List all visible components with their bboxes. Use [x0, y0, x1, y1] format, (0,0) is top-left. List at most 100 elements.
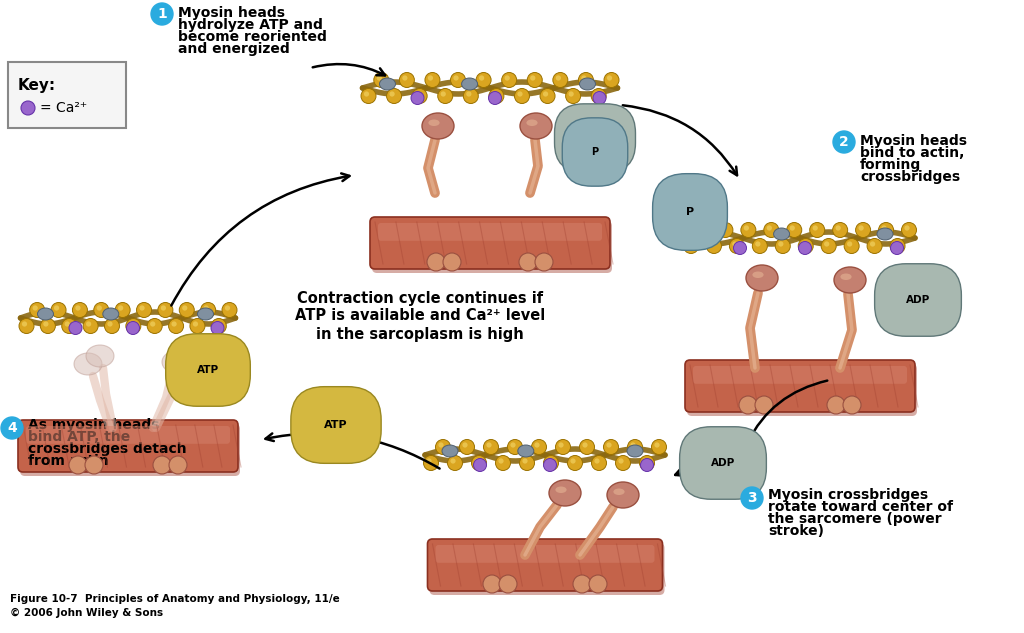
- Text: Contraction cycle continues if: Contraction cycle continues if: [297, 291, 543, 306]
- Circle shape: [607, 75, 612, 80]
- Text: crossbridges: crossbridges: [860, 170, 961, 184]
- Circle shape: [61, 318, 77, 334]
- Circle shape: [594, 91, 599, 97]
- Circle shape: [683, 239, 698, 253]
- Ellipse shape: [841, 273, 852, 280]
- Circle shape: [844, 239, 859, 253]
- FancyBboxPatch shape: [687, 364, 918, 416]
- Circle shape: [488, 89, 504, 104]
- Circle shape: [721, 225, 726, 230]
- Circle shape: [517, 91, 522, 97]
- Circle shape: [411, 92, 424, 104]
- Circle shape: [519, 456, 535, 470]
- Circle shape: [179, 303, 195, 318]
- Text: stroke): stroke): [768, 524, 824, 538]
- Circle shape: [415, 91, 420, 97]
- Circle shape: [810, 223, 824, 237]
- Circle shape: [189, 318, 205, 334]
- Circle shape: [118, 305, 123, 311]
- Circle shape: [591, 89, 606, 104]
- Circle shape: [573, 575, 591, 593]
- Circle shape: [890, 239, 905, 253]
- Circle shape: [741, 487, 763, 509]
- Circle shape: [535, 442, 540, 448]
- Circle shape: [582, 75, 587, 80]
- Circle shape: [882, 225, 887, 230]
- Text: forming: forming: [860, 158, 922, 172]
- Circle shape: [510, 442, 516, 448]
- Circle shape: [640, 456, 654, 470]
- Circle shape: [544, 456, 558, 470]
- Circle shape: [161, 305, 166, 311]
- Circle shape: [592, 456, 606, 470]
- Circle shape: [69, 456, 87, 474]
- Circle shape: [565, 89, 581, 104]
- Circle shape: [604, 73, 618, 87]
- Circle shape: [697, 225, 703, 230]
- Circle shape: [479, 75, 484, 80]
- Circle shape: [522, 458, 527, 463]
- Circle shape: [553, 73, 568, 87]
- FancyBboxPatch shape: [18, 420, 238, 472]
- Ellipse shape: [442, 445, 458, 457]
- Text: ATP: ATP: [325, 420, 348, 430]
- Circle shape: [499, 458, 504, 463]
- Text: ATP is available and Ca²⁺ level: ATP is available and Ca²⁺ level: [295, 308, 545, 323]
- Circle shape: [94, 303, 109, 318]
- Circle shape: [492, 91, 497, 97]
- Circle shape: [594, 458, 600, 463]
- Circle shape: [556, 75, 561, 80]
- Circle shape: [389, 91, 394, 97]
- Ellipse shape: [580, 78, 596, 90]
- Circle shape: [651, 439, 667, 454]
- Circle shape: [579, 73, 594, 87]
- Circle shape: [567, 456, 583, 470]
- Circle shape: [710, 241, 715, 247]
- Text: ADP: ADP: [584, 133, 606, 143]
- Circle shape: [606, 442, 611, 448]
- Circle shape: [821, 239, 837, 253]
- Circle shape: [40, 318, 55, 334]
- Ellipse shape: [518, 445, 534, 457]
- Circle shape: [473, 458, 486, 472]
- Circle shape: [686, 241, 691, 247]
- Ellipse shape: [613, 489, 625, 495]
- Circle shape: [508, 439, 522, 454]
- Circle shape: [438, 442, 443, 448]
- Circle shape: [893, 241, 898, 247]
- Circle shape: [488, 92, 502, 104]
- Circle shape: [402, 75, 408, 80]
- Circle shape: [471, 456, 486, 470]
- Circle shape: [54, 305, 59, 311]
- Circle shape: [530, 75, 536, 80]
- Ellipse shape: [38, 308, 53, 320]
- Circle shape: [615, 456, 631, 470]
- Text: bind to actin,: bind to actin,: [860, 146, 965, 160]
- Circle shape: [514, 89, 529, 104]
- Circle shape: [540, 89, 555, 104]
- Circle shape: [115, 303, 130, 318]
- Circle shape: [486, 442, 492, 448]
- Circle shape: [603, 439, 618, 454]
- Circle shape: [169, 456, 187, 474]
- Circle shape: [19, 318, 34, 334]
- Text: ADP: ADP: [711, 458, 735, 468]
- Circle shape: [425, 73, 440, 87]
- Circle shape: [204, 305, 209, 311]
- Circle shape: [193, 322, 198, 327]
- Circle shape: [147, 318, 162, 334]
- Circle shape: [867, 239, 882, 253]
- Ellipse shape: [428, 120, 439, 126]
- Ellipse shape: [607, 482, 639, 508]
- Text: the sarcomere (power: the sarcomere (power: [768, 512, 942, 526]
- Circle shape: [483, 575, 501, 593]
- Circle shape: [654, 442, 659, 448]
- Circle shape: [69, 322, 82, 334]
- Circle shape: [83, 318, 98, 334]
- Circle shape: [870, 241, 876, 247]
- Text: rotate toward center of: rotate toward center of: [768, 500, 953, 514]
- Circle shape: [707, 239, 722, 253]
- Circle shape: [104, 318, 120, 334]
- Circle shape: [364, 91, 369, 97]
- Circle shape: [65, 322, 70, 327]
